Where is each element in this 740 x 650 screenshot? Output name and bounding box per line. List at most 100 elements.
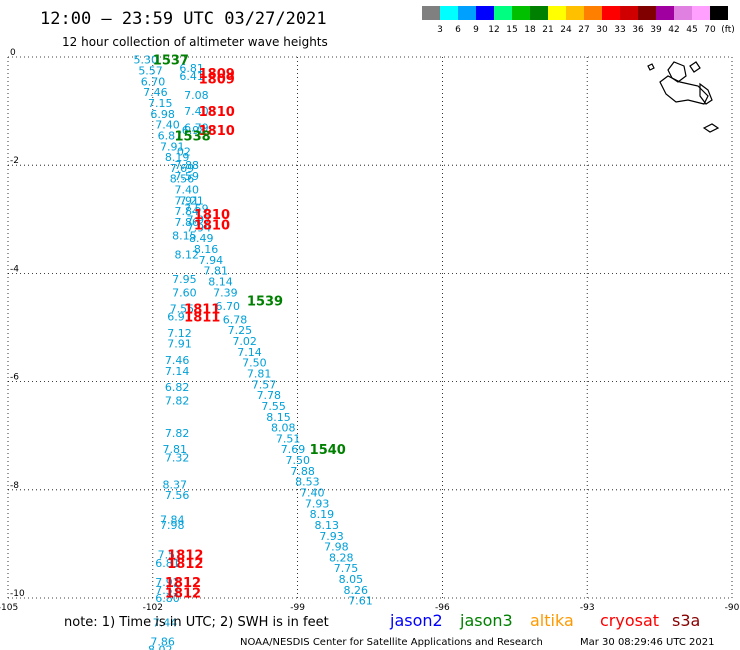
pass-time-label: 1538 [175,129,211,144]
swh-value-label: 7.82 [165,427,190,440]
scale-label: 9 [473,25,479,35]
swh-value-label: 7.59 [184,202,209,215]
scale-swatch [458,6,476,20]
x-tick-label: -102 [143,603,163,613]
scale-label: 30 [596,25,608,35]
scale-swatch [620,6,638,20]
swh-value-label: 7.81 [162,443,187,456]
swh-value-label: 6.70 [141,75,166,88]
y-tick-label: -6 [10,373,19,383]
swh-value-label: 7.39 [213,286,238,299]
swh-value-label: 7.32 [165,451,190,464]
scale-swatch [638,6,656,20]
swh-value-label: 7.50 [286,454,311,467]
scale-swatch [530,6,548,20]
axis-ticks: -105 -102 -99 -96 -93 -90 0 -2 -4 -6 -8 -10 [0,48,740,613]
scale-label: 33 [614,25,625,35]
y-tick-label: -2 [10,156,19,166]
swh-value-label: 6.98 [150,108,175,121]
swh-value-label: 7.98 [324,541,349,554]
footer-timestamp: Mar 30 08:29:46 UTC 2021 [580,637,715,648]
swh-value-label: 7.40 [175,184,200,197]
swh-value-label: 8.37 [162,478,187,491]
swh-value-label: 8.56 [170,173,195,186]
swh-value-label: 8.08 [271,422,296,435]
swh-value-label: 7.40 [155,119,180,132]
swh-value-label: 7.08 [184,89,209,102]
scale-swatch [656,6,674,20]
swh-value-label: 6.98 [182,124,207,137]
scale-label: 15 [506,25,517,35]
swh-value-label: 7.69 [170,162,195,175]
swh-value-label: 7.69 [281,443,306,456]
swh-value-label: 8.13 [314,519,339,532]
pass-time-label: 1537 [153,54,189,69]
scale-swatch [584,6,602,20]
scale-swatch [566,6,584,20]
scale-swatch [602,6,620,20]
swh-value-label: 7.59 [175,170,200,183]
y-tick-label: -4 [10,264,19,274]
swh-value-label: 7.91 [160,140,185,153]
legend-altika: altika [530,611,574,630]
scale-label: 36 [632,25,644,35]
swh-value-label: 7.97 [187,213,212,226]
scale-label: 27 [578,25,589,35]
swh-value-label: 7.56 [165,489,190,502]
pass-time-label: 1810 [194,219,230,234]
swh-value-label: 6.41 [179,70,204,83]
swh-value-label: 7.88 [290,465,315,478]
swh-value-label: 7.86 [150,635,175,648]
swh-value-label: 7.81 [247,367,271,380]
legend-jason3: jason3 [459,611,513,630]
scale-label: 21 [542,25,553,35]
swh-value-label: 8.53 [295,476,320,489]
scale-swatch [710,6,728,20]
swh-value-label: 7.46 [143,86,168,99]
pass-time-label: 1811 [184,311,220,326]
swh-value-label: 8.26 [343,584,368,597]
swh-value-label: 7.40 [184,105,209,118]
swh-value-label: 02 [177,146,191,159]
swh-value-label: 6.78 [223,313,248,326]
scale-swatch [422,6,440,20]
coastline-map [647,61,720,133]
scale-label: 24 [560,25,572,35]
swh-value-label: 8.14 [208,276,233,289]
swh-value-label: 7.46 [165,354,190,367]
swh-value-label: 8.19 [165,151,190,164]
swh-value-label: 7.94 [199,254,224,267]
scale-label: 12 [488,25,499,35]
y-tick-label: -8 [10,481,19,491]
swh-value-label: 7.92 [155,576,180,589]
legend-cryosat: cryosat [600,611,659,630]
swh-value-label: 7.88 [175,159,200,172]
swh-value-label: 7.84 [175,205,200,218]
swh-value-label: 6.91 [167,311,192,324]
scale-label: 70 [704,25,716,35]
scale-label: (ft) [721,25,735,35]
swh-value-label: 7.78 [257,389,282,402]
scale-label: 39 [650,25,662,35]
swh-value-label: 7.57 [252,378,277,391]
swh-value-label: 7.51 [276,432,301,445]
x-tick-label: -93 [580,603,595,613]
swh-value-label: 7.40 [300,487,325,500]
swh-value-label: 7.02 [232,335,257,348]
swh-value-label: 8.15 [266,411,291,424]
scale-swatch [494,6,512,20]
swh-value-label: 8.49 [189,232,214,245]
swh-value-label: 6.87 [158,129,183,142]
swh-value-label: 5.57 [138,65,163,78]
swh-value-label: 6.81 [179,62,204,75]
scale-swatch [476,6,494,20]
swh-value-label: 7.61 [348,595,373,608]
swh-value-label: 6.70 [216,300,241,313]
pass-time-label: 1540 [310,443,346,458]
swh-value-label: 7.51 [158,549,183,562]
swh-value-label: 7.98 [160,519,185,532]
swh-value-label: 7.60 [172,286,197,299]
swh-value-label: 7.14 [237,346,262,359]
swh-value-label: 6.82 [165,381,190,394]
